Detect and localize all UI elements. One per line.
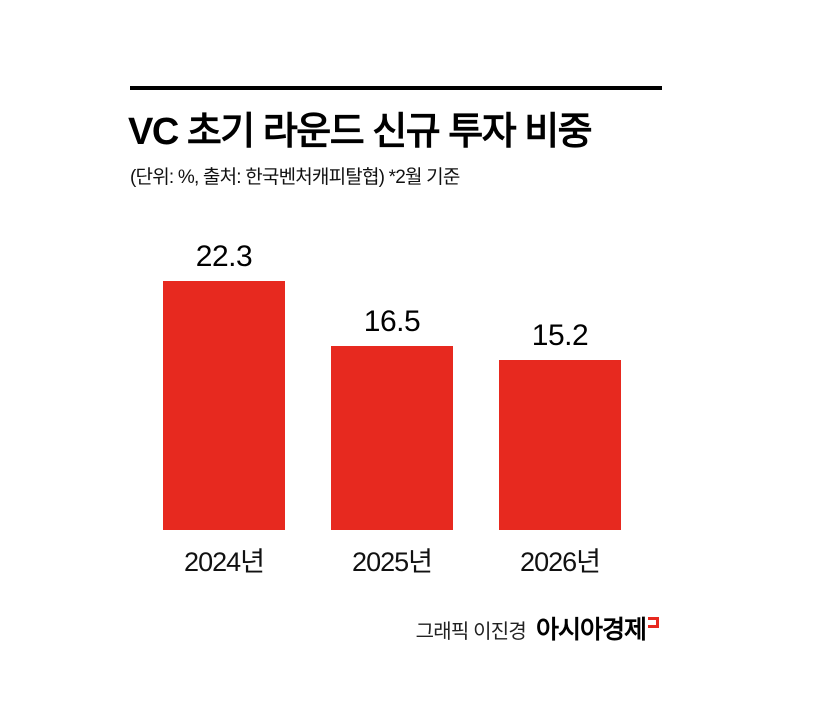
bar	[163, 281, 285, 530]
bar-chart: 22.3 16.5 15.2 2024년 2025년 2026년	[163, 212, 621, 579]
bar-column: 22.3	[163, 242, 285, 530]
bar-value-label: 15.2	[531, 319, 589, 352]
x-axis-labels-row: 2024년 2025년 2026년	[163, 540, 621, 579]
credit-graphic-author: 그래픽 이진경	[415, 621, 527, 643]
bar-value-label: 22.3	[195, 240, 253, 273]
top-rule-divider	[130, 86, 662, 90]
brand-logo-mark-icon	[648, 617, 659, 628]
bar-value-label: 16.5	[363, 305, 421, 338]
chart-subtitle-unit-source: (단위: %, 출처: 한국벤처캐피탈협) *2월 기준	[130, 167, 460, 188]
x-axis-label: 2024년	[184, 547, 265, 577]
x-axis-label: 2026년	[520, 547, 601, 577]
page-title: VC 초기 라운드 신규 투자 비중	[128, 111, 593, 153]
credit-line: 그래픽 이진경 아시아경제	[416, 610, 659, 646]
bars-row: 22.3 16.5 15.2	[163, 212, 621, 530]
bar-column: 15.2	[499, 321, 621, 530]
brand-logo-text: 아시아경제	[535, 616, 647, 644]
x-axis-label: 2025년	[352, 547, 433, 577]
bar	[331, 346, 453, 530]
bar	[499, 360, 621, 530]
bar-column: 16.5	[331, 307, 453, 530]
